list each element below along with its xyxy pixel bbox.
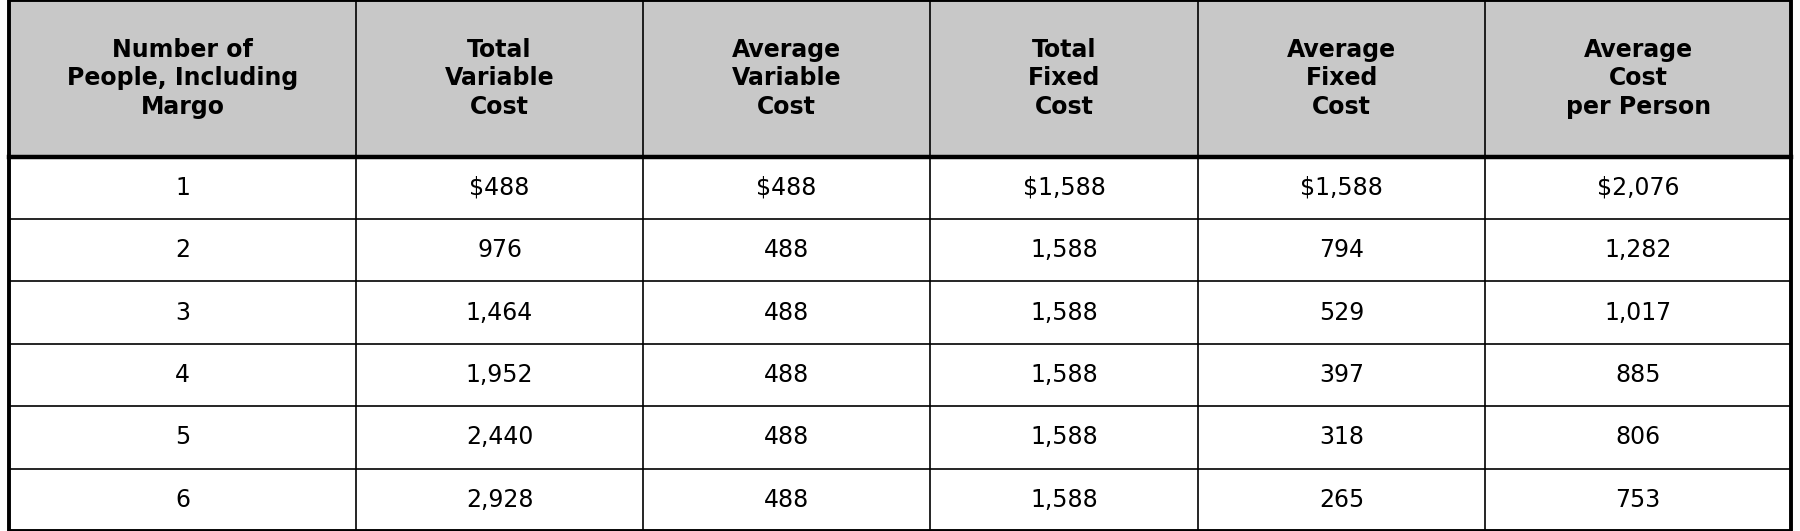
Text: 885: 885 (1615, 363, 1661, 387)
Text: Total
Variable
Cost: Total Variable Cost (445, 38, 554, 119)
Text: 1,588: 1,588 (1030, 238, 1098, 262)
Text: Average
Fixed
Cost: Average Fixed Cost (1287, 38, 1397, 119)
Text: 397: 397 (1319, 363, 1364, 387)
Text: 4: 4 (175, 363, 191, 387)
Text: 3: 3 (175, 301, 191, 324)
Text: $488: $488 (470, 176, 529, 200)
Text: 5: 5 (175, 425, 191, 449)
Text: 488: 488 (763, 238, 810, 262)
Text: 1,464: 1,464 (466, 301, 533, 324)
Text: 529: 529 (1319, 301, 1364, 324)
Text: 1,588: 1,588 (1030, 301, 1098, 324)
Text: 2,928: 2,928 (466, 488, 533, 512)
Text: 753: 753 (1615, 488, 1661, 512)
Text: 488: 488 (763, 488, 810, 512)
Text: 2,440: 2,440 (466, 425, 533, 449)
Text: Total
Fixed
Cost: Total Fixed Cost (1028, 38, 1100, 119)
Text: 1,588: 1,588 (1030, 363, 1098, 387)
Text: 1,588: 1,588 (1030, 488, 1098, 512)
Text: 794: 794 (1319, 238, 1364, 262)
Text: 2: 2 (175, 238, 191, 262)
Text: $1,588: $1,588 (1300, 176, 1382, 200)
Text: $2,076: $2,076 (1597, 176, 1679, 200)
Text: 1,588: 1,588 (1030, 425, 1098, 449)
Text: $488: $488 (756, 176, 817, 200)
Text: 976: 976 (477, 238, 522, 262)
Text: $1,588: $1,588 (1022, 176, 1105, 200)
Text: 1,017: 1,017 (1604, 301, 1672, 324)
Text: Average
Cost
per Person: Average Cost per Person (1566, 38, 1710, 119)
Bar (9, 157, 1791, 531)
Bar (9, 0, 1791, 157)
Text: 1: 1 (175, 176, 191, 200)
Text: 265: 265 (1319, 488, 1364, 512)
Text: 1,282: 1,282 (1604, 238, 1672, 262)
Text: 488: 488 (763, 425, 810, 449)
Text: 318: 318 (1319, 425, 1364, 449)
Text: 488: 488 (763, 301, 810, 324)
Text: Average
Variable
Cost: Average Variable Cost (733, 38, 841, 119)
Text: 488: 488 (763, 363, 810, 387)
Text: 1,952: 1,952 (466, 363, 533, 387)
Text: 806: 806 (1616, 425, 1661, 449)
Text: 6: 6 (175, 488, 191, 512)
Text: Number of
People, Including
Margo: Number of People, Including Margo (67, 38, 299, 119)
